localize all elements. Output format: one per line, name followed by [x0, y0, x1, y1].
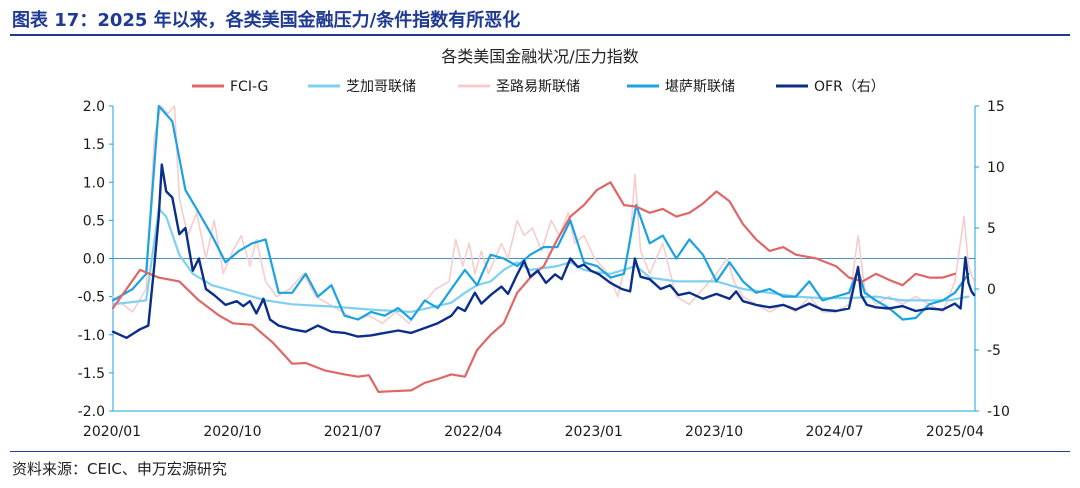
x-tick-label: 2020/01 — [83, 424, 141, 440]
source-note: 资料来源：CEIC、申万宏源研究 — [12, 460, 227, 478]
series-line-4 — [111, 163, 976, 339]
y-left-tick-label: -1.0 — [78, 328, 105, 344]
x-tick-label: 2025/04 — [926, 424, 984, 440]
series-line-0 — [111, 181, 956, 393]
x-tick-label: 2021/07 — [324, 424, 382, 440]
legend-label-2: 圣路易斯联储 — [496, 79, 580, 95]
y-right-tick-label: -5 — [987, 343, 1001, 359]
y-right-tick-label: 15 — [987, 99, 1005, 115]
x-tick-label: 2023/01 — [565, 424, 623, 440]
series-line-1 — [111, 207, 970, 313]
axes: 2.0 1.5 1.0 0.5 0.0 -0.5 -1.0 -1.5 -2.0 15 10 5 0 -5 -… — [78, 99, 1010, 440]
legend-label-4: OFR（右） — [814, 79, 885, 95]
legend-label-1: 芝加哥联储 — [346, 79, 416, 95]
y-right-tick-label: 5 — [987, 221, 996, 237]
x-tick-label: 2024/07 — [805, 424, 863, 440]
y-left-tick-label: -1.5 — [78, 366, 105, 382]
legend: FCI-G 芝加哥联储 圣路易斯联储 堪萨斯联储 OFR（右） — [192, 79, 885, 95]
y-left-tick-label: 2.0 — [83, 99, 105, 115]
title-rule — [10, 34, 1070, 36]
y-right-tick-label: -10 — [987, 404, 1010, 420]
x-tick-label: 2022/04 — [444, 424, 502, 440]
series-line-3 — [111, 104, 970, 321]
y-left-tick-label: 0.5 — [83, 213, 105, 229]
y-left-tick-label: -0.5 — [78, 290, 105, 306]
legend-label-3: 堪萨斯联储 — [665, 79, 735, 95]
y-left-tick-label: 1.0 — [83, 175, 105, 191]
y-left-tick-label: -2.0 — [78, 404, 105, 420]
y-left-tick-label: 1.5 — [83, 137, 105, 153]
series-layer — [111, 104, 976, 393]
chart: 各类美国金融状况/压力指数 FCI-G 芝加哥联储 圣路易斯联储 堪萨斯联储 OFR（右… — [78, 47, 1010, 440]
x-tick-label: 2023/10 — [685, 424, 743, 440]
x-tick-label: 2020/10 — [203, 424, 261, 440]
y-left-tick-label: 0.0 — [83, 252, 105, 268]
chart-title: 各类美国金融状况/压力指数 — [441, 47, 638, 66]
series-line-2 — [112, 105, 975, 325]
source-rule — [10, 451, 1070, 452]
y-right-tick-label: 10 — [987, 160, 1005, 176]
legend-label-0: FCI-G — [230, 79, 268, 95]
y-right-tick-label: 0 — [987, 282, 996, 298]
figure-title: 图表 17：2025 年以来，各类美国金融压力/条件指数有所恶化 — [12, 10, 521, 31]
